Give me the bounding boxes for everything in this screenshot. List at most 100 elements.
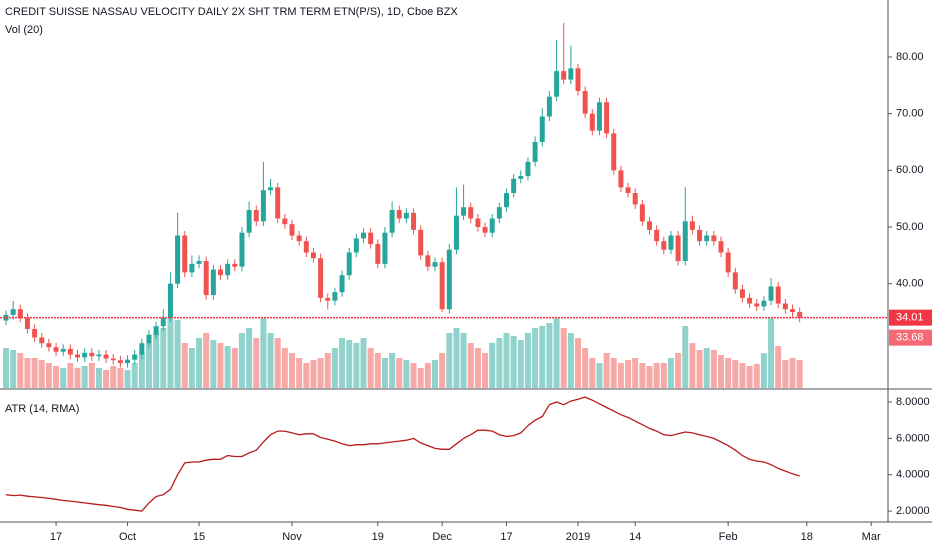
candle-body xyxy=(704,235,710,242)
volume-bar xyxy=(31,358,38,388)
volume-bar xyxy=(124,370,131,388)
volume-bar xyxy=(367,348,374,388)
candle-body xyxy=(175,235,181,284)
candle-body xyxy=(403,212,409,219)
candle-body xyxy=(396,210,402,219)
candle-body xyxy=(489,218,495,233)
candle-body xyxy=(225,263,231,276)
volume-bar xyxy=(617,363,624,388)
candle-body xyxy=(647,221,652,230)
volume-bar xyxy=(217,343,224,388)
candle-body xyxy=(210,269,216,296)
candle-body xyxy=(353,238,359,253)
volume-bar xyxy=(732,360,739,388)
candle-body xyxy=(689,221,695,230)
candle-body xyxy=(389,210,395,233)
candle-body xyxy=(661,241,667,250)
candle-body xyxy=(561,71,567,80)
volume-bar xyxy=(231,348,238,388)
volume-bar xyxy=(417,368,424,388)
candle-body xyxy=(67,348,73,355)
volume-bar xyxy=(3,348,9,388)
volume-bar xyxy=(482,353,489,388)
volume-bar xyxy=(67,363,74,388)
candle-body xyxy=(768,286,774,301)
volume-bar xyxy=(789,358,796,388)
volume-bar xyxy=(181,343,188,388)
candle-body xyxy=(539,116,545,142)
candle-body xyxy=(618,170,624,188)
volume-bar xyxy=(496,338,503,388)
candle-body xyxy=(346,252,352,276)
volume-bar xyxy=(539,326,546,388)
volume-bar xyxy=(625,360,632,388)
volume-bar xyxy=(360,338,367,388)
volume-bar xyxy=(467,343,474,388)
candle-body xyxy=(325,297,331,301)
volume-bar xyxy=(596,363,603,388)
candle-body xyxy=(790,309,795,313)
candle-body xyxy=(625,187,631,194)
volume-bar xyxy=(403,360,410,388)
candle-body xyxy=(289,224,295,236)
volume-bar xyxy=(281,348,288,388)
candle-body xyxy=(639,204,645,222)
volume-bar xyxy=(24,358,31,388)
volume-bar xyxy=(725,358,732,388)
candle-body xyxy=(218,269,223,276)
candle-body xyxy=(253,210,259,222)
y-tick-label: 70.00 xyxy=(896,108,924,120)
candle-body xyxy=(82,352,88,358)
candle-body xyxy=(675,235,681,262)
candle-body xyxy=(182,235,188,273)
volume-bar xyxy=(381,358,388,388)
candle-body xyxy=(739,289,745,298)
volume-bar xyxy=(103,370,110,388)
candle-body xyxy=(632,193,638,205)
candle-body xyxy=(339,275,345,293)
candle-body xyxy=(275,187,281,219)
candle-body xyxy=(139,343,145,355)
y-tick-label: 6.0000 xyxy=(896,432,930,444)
volume-bar xyxy=(45,363,52,388)
candle-body xyxy=(146,334,152,344)
volume-bar xyxy=(603,353,610,388)
candle-body xyxy=(532,141,538,162)
candle-body xyxy=(246,210,252,233)
candle-body xyxy=(110,358,116,361)
candle-body xyxy=(425,255,431,267)
candle-body xyxy=(775,286,781,304)
x-tick-label: 18 xyxy=(801,531,813,543)
volume-bar xyxy=(296,358,303,388)
volume-bar xyxy=(246,328,253,388)
volume-bar xyxy=(374,353,381,388)
volume-bar xyxy=(74,368,81,388)
volume-bar xyxy=(546,323,553,388)
volume-bar xyxy=(88,363,95,388)
volume-bar xyxy=(10,350,17,388)
volume-bar xyxy=(517,340,524,388)
candle-body xyxy=(117,360,123,364)
x-tick-label: Oct xyxy=(119,531,136,543)
volume-bar xyxy=(17,353,24,388)
candle-body xyxy=(132,354,138,360)
candle-body xyxy=(260,190,266,222)
y-tick-label: 50.00 xyxy=(896,221,924,233)
volume-bar xyxy=(639,363,646,388)
volume-bar xyxy=(718,355,724,388)
chart-title: CREDIT SUISSE NASSAU VELOCITY DAILY 2X S… xyxy=(5,6,458,18)
x-tick-label: 2019 xyxy=(566,531,590,543)
candle-body xyxy=(296,235,302,242)
volume-bar xyxy=(53,366,60,388)
candle-body xyxy=(468,207,474,219)
candle-body xyxy=(411,212,417,230)
candle-body xyxy=(318,258,324,298)
x-tick-label: 17 xyxy=(500,531,512,543)
candle-body xyxy=(125,359,131,364)
x-tick-label: 17 xyxy=(50,531,62,543)
volume-bar xyxy=(153,333,160,388)
volume-bar xyxy=(274,338,281,388)
volume-bar xyxy=(532,328,539,388)
volume-bar xyxy=(324,353,331,388)
volume-bar xyxy=(289,353,295,388)
